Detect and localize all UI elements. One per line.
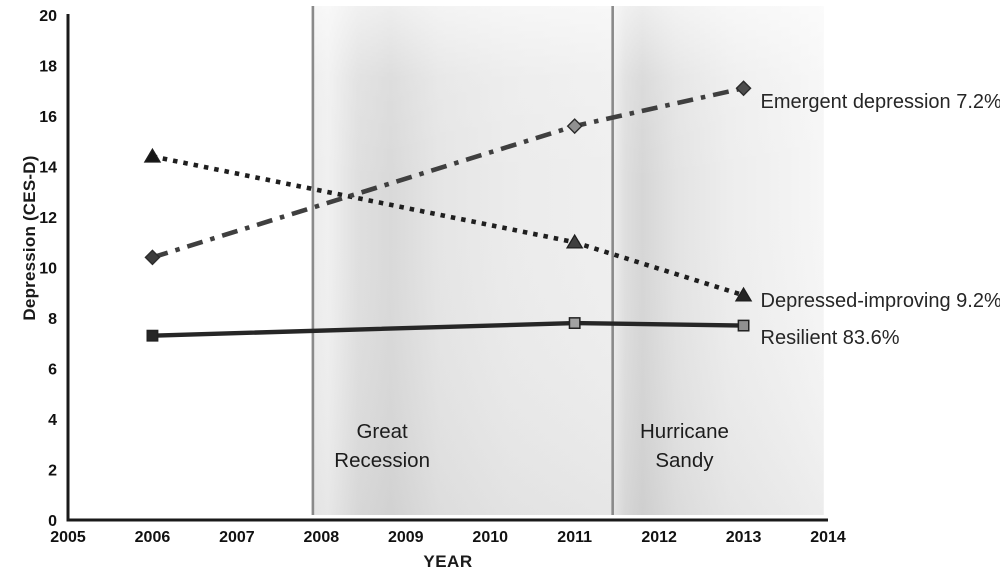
y-tick-label: 18	[39, 59, 57, 76]
y-tick-label: 20	[39, 8, 57, 25]
x-tick-label: 2007	[219, 529, 255, 546]
data-point-marker-square	[146, 329, 159, 342]
x-tick-label: 2012	[641, 529, 677, 546]
data-point-marker-diamond	[735, 80, 752, 97]
data-point-marker-triangle	[143, 147, 162, 163]
y-tick-label: 4	[48, 412, 57, 429]
x-tick-label: 2013	[726, 529, 762, 546]
y-tick-label: 6	[48, 362, 57, 379]
series-label-resilient: Resilient 83.6%	[760, 327, 900, 350]
y-tick-label: 16	[39, 109, 57, 126]
x-tick-label: 2014	[810, 529, 846, 546]
data-point-marker-diamond	[144, 249, 161, 266]
series-emergent-depression	[144, 80, 752, 266]
y-axis-title: Depression (CES-D)	[20, 155, 39, 321]
y-tick-label: 14	[39, 160, 57, 177]
x-axis-title: YEAR	[423, 552, 473, 571]
data-point-marker-square	[737, 319, 750, 332]
x-tick-label: 2006	[135, 529, 171, 546]
series-label-depressed-improving: Depressed-improving 9.2%	[760, 289, 1000, 312]
y-tick-label: 8	[48, 311, 57, 328]
data-point-marker-square	[568, 317, 581, 330]
series-resilient	[146, 317, 750, 342]
annotation-great-recession: Great Recession	[334, 420, 430, 472]
series-depressed-improving	[143, 147, 753, 302]
data-point-marker-diamond	[566, 118, 583, 135]
y-tick-label: 10	[39, 261, 57, 278]
y-tick-label: 0	[48, 513, 57, 530]
series-label-emergent-depression: Emergent depression 7.2%	[760, 90, 1000, 113]
event-band-overlay	[612, 6, 824, 515]
x-tick-label: 2009	[388, 529, 424, 546]
annotation-hurricane-sandy: Hurricane Sandy	[640, 420, 729, 472]
x-tick-label: 2005	[50, 529, 86, 546]
x-tick-label: 2008	[304, 529, 340, 546]
y-tick-label: 12	[39, 210, 57, 227]
x-tick-label: 2010	[472, 529, 508, 546]
y-tick-label: 2	[48, 463, 57, 480]
data-point-marker-triangle	[565, 233, 584, 249]
event-band-overlay	[312, 6, 613, 515]
data-point-marker-triangle	[734, 286, 753, 302]
x-tick-label: 2011	[557, 529, 592, 546]
